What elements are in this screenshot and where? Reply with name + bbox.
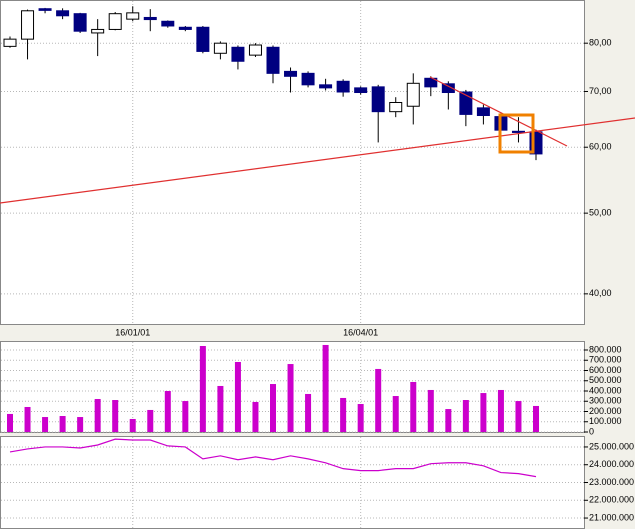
volume-bar	[199, 345, 206, 432]
candle-body	[354, 87, 368, 94]
candle-body	[336, 80, 350, 93]
y-tick-label: 200.000	[589, 406, 622, 416]
indicator-line	[9, 438, 537, 478]
candle-body	[73, 13, 87, 32]
x-tick-label: 16/01/01	[115, 327, 150, 337]
volume-bar	[77, 417, 84, 432]
y-tick-label: 700.000	[589, 355, 622, 365]
y-tick-label: 23.000.000	[589, 477, 634, 487]
volume-bar	[112, 400, 119, 432]
candle-body	[266, 46, 280, 74]
trend-line	[0, 117, 635, 204]
candle-body	[196, 26, 210, 52]
volume-bar	[182, 401, 189, 432]
candle-body	[38, 8, 52, 11]
volume-bar	[94, 398, 101, 432]
volume-bar	[427, 389, 434, 432]
y-tick-label: 800.000	[589, 344, 622, 354]
highlight-box	[498, 113, 535, 154]
volume-bar	[322, 344, 329, 432]
y-tick-label: 22.000.000	[589, 495, 634, 505]
candle-body	[476, 107, 490, 117]
candle-body	[3, 38, 17, 47]
y-tick-label: 24.000.000	[589, 459, 634, 469]
volume-bar	[24, 406, 31, 432]
y-tick-label: 0	[589, 426, 594, 436]
volume-bar	[59, 416, 66, 432]
volume-bar	[375, 368, 382, 432]
trend-line	[429, 76, 568, 147]
volume-bar	[340, 397, 347, 432]
x-tick-label: 16/04/01	[343, 327, 378, 337]
volume-bar	[217, 385, 224, 432]
volume-bar	[252, 401, 259, 432]
volume-bar	[7, 413, 13, 432]
volume-bar	[270, 384, 276, 432]
candle-body	[231, 46, 245, 62]
candle-body	[424, 77, 438, 88]
candle-body	[178, 26, 192, 30]
y-tick-label: 300.000	[589, 396, 622, 406]
candle-body	[389, 101, 403, 113]
volume-bar	[445, 409, 452, 432]
candle-body	[511, 130, 525, 133]
volume-bar	[234, 361, 241, 432]
candle-body	[126, 12, 140, 20]
y-tick-label: 50,00	[589, 208, 612, 218]
y-tick-label: 25.000.000	[589, 441, 634, 451]
y-tick-label: 60,00	[589, 142, 612, 152]
candle-body	[248, 44, 262, 56]
volume-bar	[129, 418, 136, 432]
candle-body	[301, 72, 315, 86]
volume-bar	[497, 389, 504, 432]
candle-body	[21, 10, 35, 40]
y-tick-label: 21.000.000	[589, 512, 634, 522]
volume-bar	[147, 409, 154, 432]
volume-bar	[480, 393, 487, 432]
y-tick-label: 600.000	[589, 365, 622, 375]
volume-bar	[410, 381, 417, 432]
price-panel	[0, 0, 585, 325]
volume-bar	[357, 404, 364, 432]
volume-bar	[164, 390, 171, 432]
volume-bar	[462, 400, 469, 432]
candle-body	[91, 28, 105, 34]
volume-bar	[515, 401, 522, 432]
volume-bar	[533, 405, 539, 432]
candle-body	[161, 20, 175, 27]
volume-bar	[287, 364, 294, 432]
volume-bar	[42, 417, 49, 432]
candle-body	[108, 13, 122, 30]
y-tick-label: 400.000	[589, 385, 622, 395]
y-tick-label: 70,00	[589, 86, 612, 96]
candle-body	[441, 83, 455, 94]
y-tick-label: 40,00	[589, 288, 612, 298]
y-tick-label: 80,00	[589, 38, 612, 48]
candle-body	[406, 82, 420, 107]
candle-body	[213, 42, 227, 54]
candle-body	[284, 70, 298, 77]
candle-body	[459, 91, 473, 115]
volume-bar	[392, 396, 399, 432]
y-tick-label: 500.000	[589, 375, 622, 385]
candle-body	[319, 84, 333, 89]
y-tick-label: 100.000	[589, 416, 622, 426]
volume-bar	[305, 393, 312, 432]
candle-body	[371, 86, 385, 113]
candle-body	[56, 10, 70, 17]
candle-body	[143, 16, 157, 21]
